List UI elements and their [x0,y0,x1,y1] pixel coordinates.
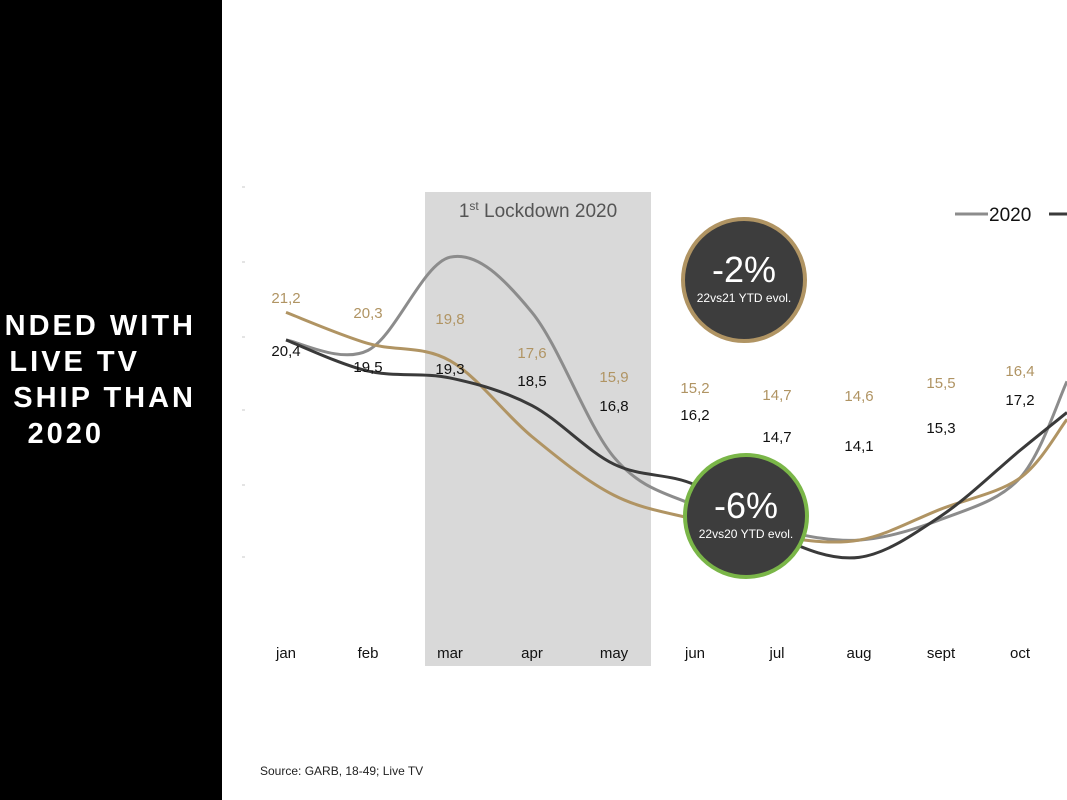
headline-line-3: SHIP THAN [13,382,196,414]
data-label-2021-aug: 14,6 [844,388,873,405]
x-tick-label-oct: oct [1010,645,1031,662]
data-label-2021-may: 15,9 [599,369,628,386]
series-line-2020 [285,254,1067,542]
data-label-2022-mar: 19,3 [435,361,464,378]
x-tick-label-apr: apr [521,645,543,662]
data-label-2021-jul: 14,7 [762,387,791,404]
badge-22vs20-value: -6% [714,485,778,526]
data-label-2022-jan: 20,4 [271,343,300,360]
data-label-2022-may: 16,8 [599,398,628,415]
data-label-2022-oct: 17,2 [1005,392,1034,409]
data-label-2021-mar: 19,8 [435,311,464,328]
headline-line-2: LIVE TV [9,346,140,378]
lockdown-label: 1st Lockdown 2020 [459,199,617,222]
headline-panel: NDED WITH LIVE TV SHIP THAN 2020 [0,0,222,800]
headline: NDED WITH LIVE TV SHIP THAN 2020 [5,308,196,452]
legend-label-2020: 2020 [989,205,1031,226]
lockdown-band [425,192,651,666]
badge-22vs20-caption: 22vs20 YTD evol. [699,527,794,541]
x-tick-label-sept: sept [927,645,956,662]
badge-22vs20-circle [683,453,809,579]
headline-line-1: NDED WITH [4,310,196,342]
data-label-2022-jul: 14,7 [762,429,791,446]
badge-22vs21-caption: 22vs21 YTD evol. [697,291,792,305]
series-line-2022 [285,338,1067,560]
data-label-2022-jun: 16,2 [680,407,709,424]
x-tick-label-jun: jun [684,645,705,662]
data-label-2021-apr: 17,6 [517,345,546,362]
x-tick-label-mar: mar [437,645,463,662]
data-label-2021-jun: 15,2 [680,380,709,397]
data-label-2022-apr: 18,5 [517,373,546,390]
data-label-2022-sept: 15,3 [926,420,955,437]
badge-22vs21-value: -2% [712,249,776,290]
x-tick-label-jan: jan [275,645,296,662]
data-label-2021-feb: 20,3 [353,305,382,322]
x-tick-label-jul: jul [768,645,784,662]
data-label-2022-aug: 14,1 [844,438,873,455]
badge-22vs21-circle [681,217,807,343]
headline-line-4: 2020 [27,418,104,450]
data-label-2021-oct: 16,4 [1005,363,1034,380]
source-note: Source: GARB, 18-49; Live TV [260,764,424,778]
data-label-2022-feb: 19,5 [353,359,382,376]
x-tick-label-aug: aug [846,645,871,662]
data-label-2021-sept: 15,5 [926,375,955,392]
x-tick-label-feb: feb [358,645,379,662]
data-label-2021-jan: 21,2 [271,290,300,307]
x-tick-label-may: may [600,645,629,662]
